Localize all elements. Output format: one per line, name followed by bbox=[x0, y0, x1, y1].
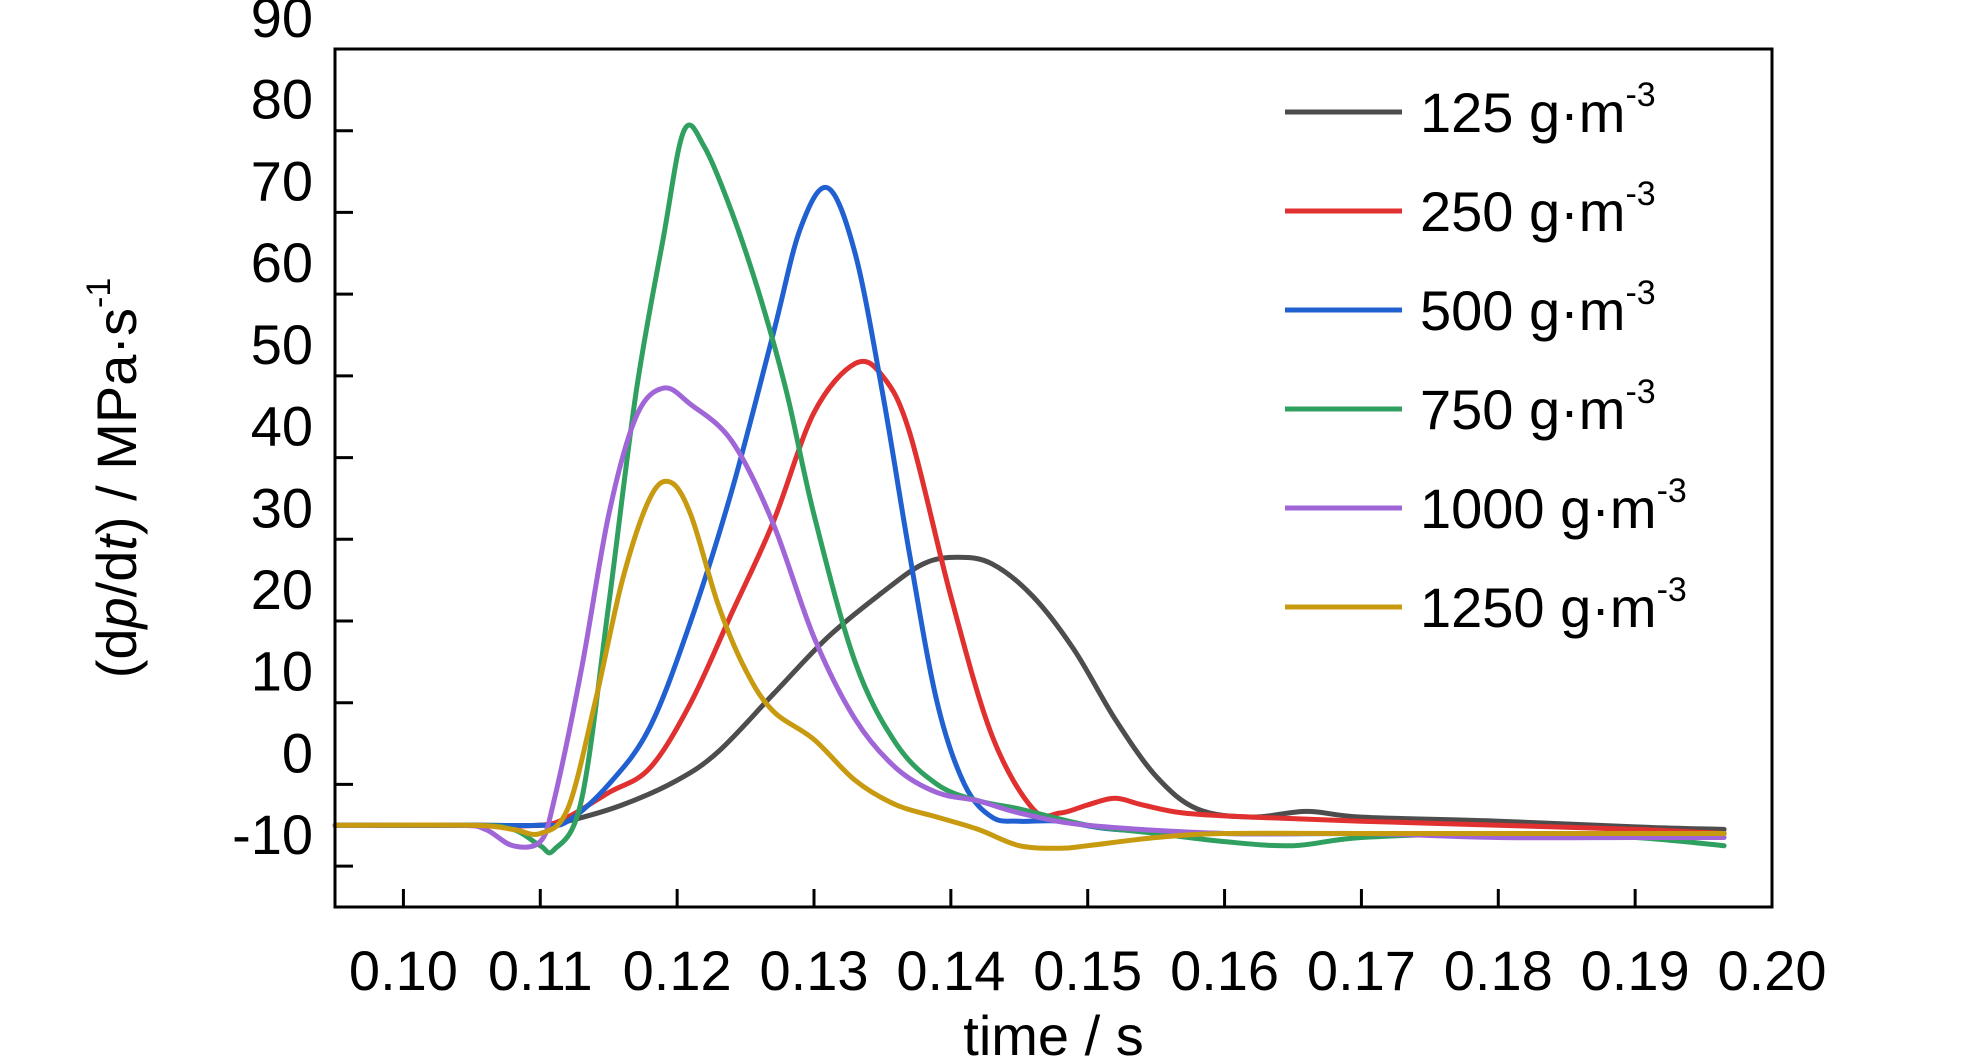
legend-label: 250 g·m-3 bbox=[1420, 175, 1656, 243]
y-axis: -10 0 10 20 30 40 50 60 70 80 90 bbox=[232, 0, 353, 868]
legend: 125 g·m-3 250 g·m-3 500 g·m-3 750 g·m-3 1000… bbox=[1285, 76, 1687, 639]
y-tick-label: 20 bbox=[251, 558, 313, 621]
x-tick-label: 0.20 bbox=[1718, 939, 1827, 1002]
y-axis-title: (dp/dt) / MPa·s-1 bbox=[80, 278, 148, 679]
y-tick-label: -10 bbox=[232, 803, 313, 866]
y-tick-label: 40 bbox=[251, 395, 313, 458]
x-tick-label: 0.15 bbox=[1033, 939, 1142, 1002]
legend-label: 500 g·m-3 bbox=[1420, 274, 1656, 342]
series-line-2 bbox=[332, 358, 1727, 836]
x-tick-label: 0.12 bbox=[623, 939, 732, 1002]
y-tick-label: 30 bbox=[251, 476, 313, 539]
plot-frame bbox=[333, 47, 1774, 909]
x-tick-label: 0.16 bbox=[1170, 939, 1279, 1002]
y-axis-title-p: p bbox=[85, 597, 148, 630]
y-axis-title-sup: -1 bbox=[80, 278, 118, 308]
y-tick-label: 10 bbox=[251, 640, 313, 703]
y-tick-label: 60 bbox=[251, 231, 313, 294]
x-axis-title: time / s bbox=[963, 1004, 1143, 1062]
y-tick-label: 80 bbox=[251, 68, 313, 131]
y-axis-title-mid: /d bbox=[85, 551, 148, 598]
x-tick-label: 0.19 bbox=[1581, 939, 1690, 1002]
legend-label: 1000 g·m-3 bbox=[1420, 472, 1687, 540]
y-tick-label: 0 bbox=[282, 721, 313, 784]
legend-label: 1250 g·m-3 bbox=[1420, 571, 1687, 639]
x-axis: 0.10 0.11 0.12 0.13 0.14 0.15 0.16 0.17 0.18 0.19… bbox=[349, 889, 1827, 1002]
y-tick-label: 50 bbox=[251, 313, 313, 376]
y-axis-title-t: t bbox=[85, 533, 148, 551]
legend-label: 750 g·m-3 bbox=[1420, 373, 1656, 441]
x-tick-label: 0.11 bbox=[488, 939, 593, 1002]
legend-label: 125 g·m-3 bbox=[1420, 76, 1656, 144]
y-axis-title-suffix: ) / MPa·s bbox=[85, 308, 148, 535]
y-tick-label: 90 bbox=[251, 0, 313, 49]
series-line-4 bbox=[332, 122, 1727, 856]
y-axis-title-prefix: (d bbox=[85, 628, 148, 678]
y-tick-label: 70 bbox=[251, 149, 313, 212]
plot-lines bbox=[332, 122, 1727, 856]
x-tick-label: 0.18 bbox=[1444, 939, 1553, 1002]
x-tick-label: 0.10 bbox=[349, 939, 458, 1002]
x-tick-label: 0.17 bbox=[1307, 939, 1416, 1002]
series-line-1 bbox=[332, 554, 1727, 832]
x-tick-label: 0.14 bbox=[896, 939, 1005, 1002]
x-tick-label: 0.13 bbox=[760, 939, 869, 1002]
series-line-6 bbox=[332, 478, 1727, 851]
